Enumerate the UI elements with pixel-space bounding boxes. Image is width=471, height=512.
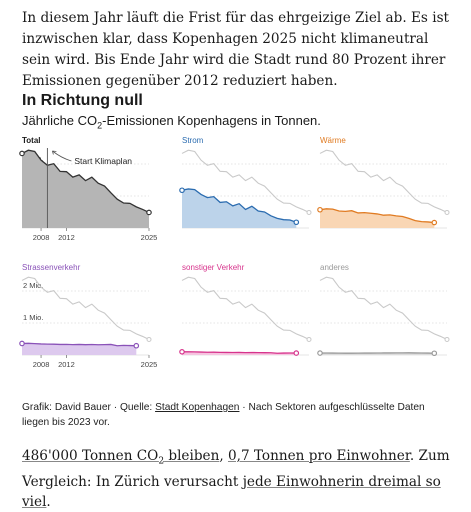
series-end-point (432, 351, 436, 355)
panel-title: Strassenverkehr (22, 263, 81, 272)
series-start-point (180, 188, 184, 192)
series-start-point (318, 208, 322, 212)
series-start-point (20, 341, 24, 345)
panel-title: Strom (182, 136, 204, 145)
panel-anderes: anderes (318, 263, 449, 355)
source-link[interactable]: Stadt Kopenhagen (155, 402, 239, 413)
annotation-arrow (52, 151, 71, 161)
total-reference-line (182, 277, 309, 339)
series-start-point (20, 151, 24, 155)
series-area (182, 189, 296, 228)
outro-link-per-capita[interactable]: 0,7 Tonnen pro Einwohner (228, 448, 410, 464)
panel-title: anderes (320, 263, 349, 272)
total-end-point (307, 337, 311, 341)
small-multiples-chart: Total01 Mio.2 Mio.Start Klimaplan2008201… (0, 130, 471, 398)
outro-link-remaining[interactable]: 486'000 Tonnen CO2 bleiben (22, 448, 219, 464)
source-text-pre: Grafik: David Bauer · Quelle: (22, 402, 155, 413)
outro-link-remaining-post: bleiben (164, 448, 219, 464)
series-start-point (318, 351, 322, 355)
total-end-point (307, 210, 311, 214)
series-end-point (147, 210, 151, 214)
total-end-point (445, 210, 449, 214)
chart-headline: In Richtung null (22, 92, 143, 110)
series-end-point (294, 351, 298, 355)
x-tick-label: 2012 (58, 360, 75, 369)
outro-link-remaining-pre: 486'000 Tonnen CO (22, 448, 158, 464)
x-tick-label: 2008 (33, 360, 50, 369)
series-end-point (134, 344, 138, 348)
total-reference-line (320, 277, 447, 339)
outro-text-end: . (46, 494, 50, 510)
y-tick-label: 1 Mio. (23, 313, 43, 322)
outro-text-1: , (219, 448, 228, 464)
total-reference-line (320, 150, 447, 212)
panel-wärme: Wärme (318, 136, 449, 228)
source-note: Grafik: David Bauer · Quelle: Stadt Kope… (22, 400, 452, 430)
panel-strom: Strom (180, 136, 311, 228)
series-start-point (180, 350, 184, 354)
panel-sonstiger-verkehr: sonstiger Verkehr (180, 263, 311, 355)
chart-subhead: Jährliche CO2-Emissionen Kopenhagens in … (22, 113, 321, 131)
subhead-text-pre: Jährliche CO (22, 113, 97, 128)
series-end-point (432, 220, 436, 224)
series-area (320, 209, 434, 228)
x-tick-label: 2025 (141, 360, 158, 369)
outro-paragraph: 486'000 Tonnen CO2 bleiben, 0,7 Tonnen p… (22, 446, 452, 512)
x-tick-label: 2012 (58, 233, 75, 242)
x-tick-label: 2008 (33, 233, 50, 242)
intro-paragraph: In diesem Jahr läuft die Frist für das e… (22, 8, 452, 92)
panel-total: Total01 Mio.2 Mio.Start Klimaplan2008201… (20, 136, 158, 242)
annotation-label: Start Klimaplan (74, 156, 132, 166)
subhead-text-post: -Emissionen Kopenhagens in Tonnen. (102, 113, 321, 128)
series-end-point (294, 220, 298, 224)
panel-title: Wärme (320, 136, 346, 145)
total-end-point (147, 337, 151, 341)
panel-title: sonstiger Verkehr (182, 263, 245, 272)
total-end-point (445, 337, 449, 341)
panel-title: Total (22, 136, 41, 145)
x-tick-label: 2025 (141, 233, 158, 242)
total-reference-line (22, 277, 149, 339)
